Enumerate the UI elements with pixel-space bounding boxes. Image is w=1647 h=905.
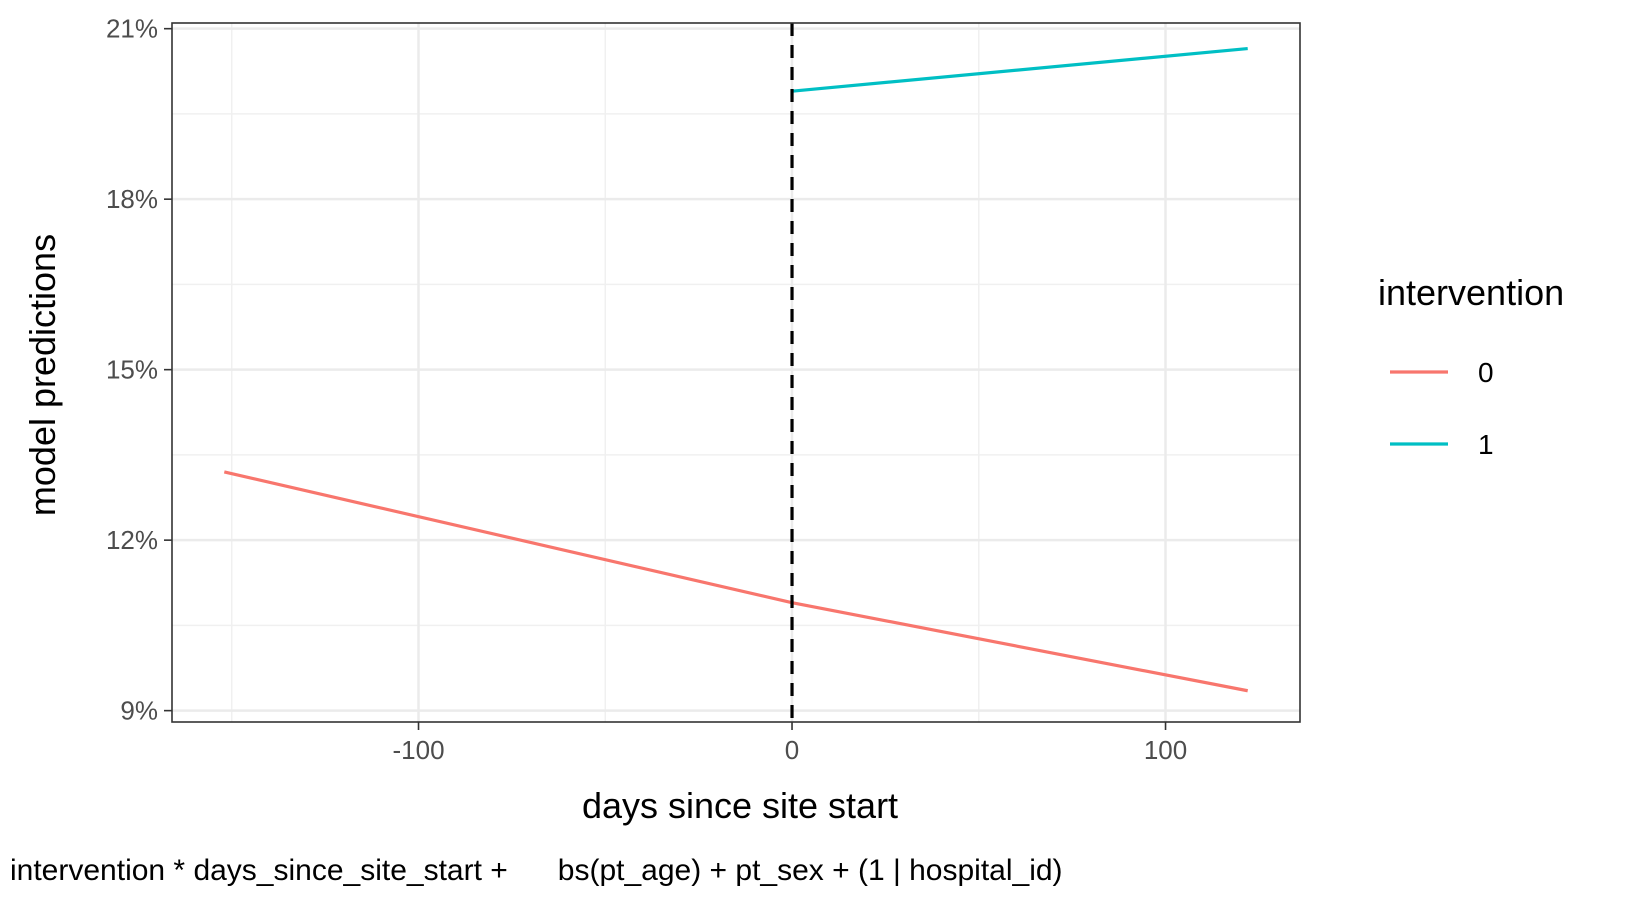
y-tick-label: 18% bbox=[106, 184, 158, 214]
y-axis-title: model predictions bbox=[22, 234, 63, 516]
x-tick-label: 100 bbox=[1144, 735, 1187, 765]
x-tick-label: -100 bbox=[392, 735, 444, 765]
panel-background bbox=[172, 23, 1300, 722]
y-tick-label: 15% bbox=[106, 355, 158, 385]
legend-label-0: 0 bbox=[1478, 357, 1494, 388]
grid-minor bbox=[172, 23, 1300, 722]
x-tick-label: 0 bbox=[785, 735, 799, 765]
grid-major bbox=[172, 23, 1300, 722]
y-tick-label: 21% bbox=[106, 14, 158, 44]
y-tick-label: 12% bbox=[106, 525, 158, 555]
x-axis-title: days since site start bbox=[582, 785, 898, 826]
y-axis-ticks: 9% 12% 15% 18% 21% bbox=[106, 14, 172, 726]
legend: intervention 01 bbox=[1378, 272, 1564, 460]
x-axis-ticks: -100 0 100 bbox=[392, 722, 1187, 765]
series-line-1 bbox=[791, 46, 1248, 93]
panel-border bbox=[171, 22, 1301, 723]
y-tick-label: 9% bbox=[120, 696, 158, 726]
legend-title: intervention bbox=[1378, 272, 1564, 313]
legend-items: 01 bbox=[1390, 357, 1494, 460]
caption: intervention * days_since_site_start + b… bbox=[10, 854, 1063, 887]
legend-label-1: 1 bbox=[1478, 429, 1494, 460]
